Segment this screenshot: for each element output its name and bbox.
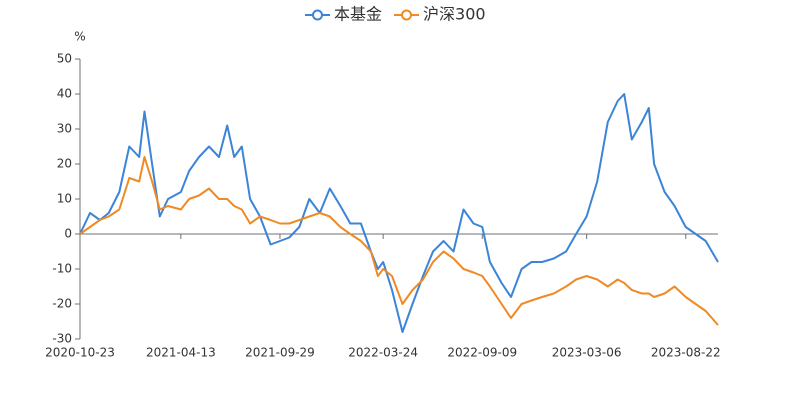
y-tick-label: -20 (52, 297, 72, 311)
x-tick-label: 2023-03-06 (552, 346, 622, 360)
x-tick-label: 2022-03-24 (348, 346, 418, 360)
y-tick-label: -10 (52, 262, 72, 276)
y-tick-label: -30 (52, 332, 72, 346)
legend-label: 沪深300 (423, 5, 486, 24)
y-axis-label: % (74, 30, 85, 44)
y-tick-label: 0 (64, 227, 72, 241)
legend-marker (312, 9, 323, 21)
x-tick-label: 2020-10-23 (45, 346, 115, 360)
y-tick-label: 30 (57, 122, 72, 136)
legend-label: 本基金 (334, 5, 382, 24)
x-tick-label: 2022-09-09 (447, 346, 517, 360)
y-tick-label: 50 (57, 52, 72, 66)
x-tick-label: 2023-08-22 (651, 346, 721, 360)
x-tick-label: 2021-04-13 (146, 346, 216, 360)
line-series (79, 93, 719, 333)
legend-marker (401, 9, 413, 21)
legend: 本基金 沪深300 (305, 5, 486, 24)
y-tick-label: 10 (57, 192, 72, 206)
line-series (79, 156, 719, 326)
y-tick-label: 40 (57, 87, 72, 101)
x-tick-label: 2021-09-29 (245, 346, 315, 360)
y-tick-label: 20 (57, 157, 72, 171)
